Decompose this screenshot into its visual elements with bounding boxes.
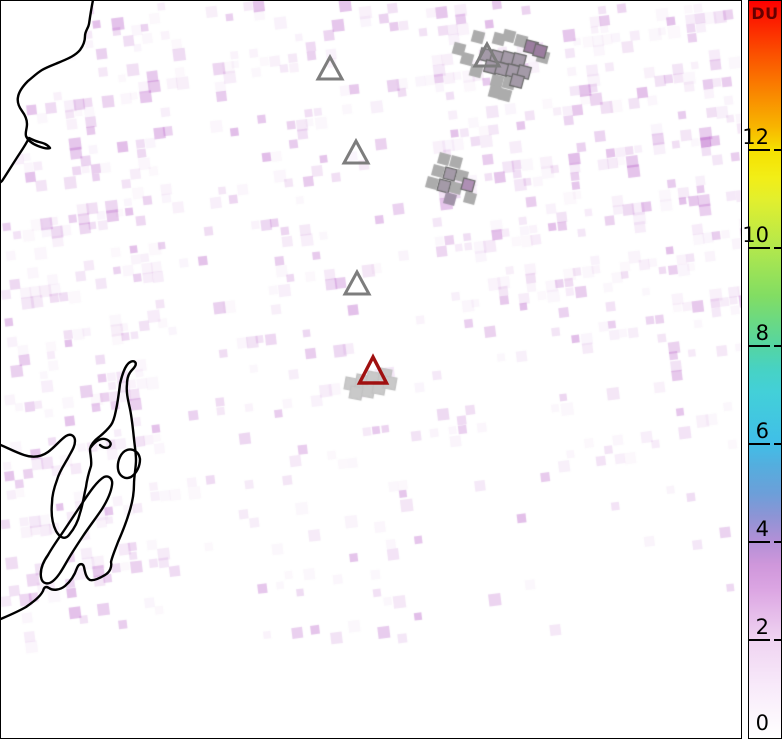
colorbar-tick-mark <box>774 639 781 641</box>
colorbar-tick-mark <box>749 443 770 445</box>
colorbar: 12 10 8 6 4 2 0 DU <box>742 0 782 739</box>
coastline-path <box>0 360 138 621</box>
colorbar-tick-mark <box>774 541 781 543</box>
colorbar-tick-label: 2 <box>755 615 769 639</box>
colorbar-tick-mark <box>749 639 770 641</box>
volcano-marker-4-icon <box>472 40 502 68</box>
colorbar-tick-mark <box>774 247 781 249</box>
volcano-marker-1-icon <box>315 53 345 81</box>
erupting-volcano-marker-icon <box>356 353 390 385</box>
volcano-marker-layer <box>315 40 502 385</box>
colorbar-tick-label: 10 <box>742 223 769 247</box>
colorbar-tick-mark <box>774 443 781 445</box>
map-area <box>0 0 742 739</box>
colorbar-tick-mark <box>749 345 770 347</box>
volcano-marker-2-icon <box>341 137 371 165</box>
coastline-path <box>39 475 114 585</box>
colorbar-tick-label: 6 <box>755 419 769 443</box>
colorbar-tick-label: 4 <box>755 517 769 541</box>
colorbar-tick-mark <box>774 149 781 151</box>
colorbar-unit-label: DU <box>751 4 779 23</box>
colorbar-tick-mark <box>749 541 770 543</box>
colorbar-tick-label: 12 <box>742 125 769 149</box>
colorbar-tick-label: 0 <box>755 711 769 735</box>
colorbar-tick-label: 8 <box>755 321 769 345</box>
coastline-layer <box>0 0 142 621</box>
colorbar-tick-mark <box>749 247 770 249</box>
coastline-path <box>89 437 112 449</box>
colorbar-tick-mark <box>749 149 770 151</box>
colorbar-gradient <box>749 1 781 738</box>
colorbar-tick-mark <box>774 345 781 347</box>
volcano-marker-3-icon <box>342 268 372 296</box>
coastline-path <box>0 0 95 185</box>
